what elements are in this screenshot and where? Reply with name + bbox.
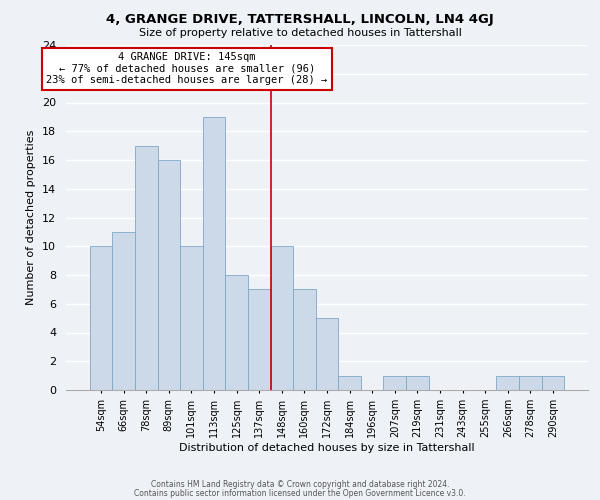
Bar (406, 376, 428, 390)
Bar (519, 376, 542, 390)
Bar (316, 318, 338, 390)
Y-axis label: Number of detached properties: Number of detached properties (26, 130, 37, 305)
Bar (203, 117, 226, 390)
Bar (180, 246, 203, 390)
Bar (158, 160, 180, 390)
Text: Contains public sector information licensed under the Open Government Licence v3: Contains public sector information licen… (134, 489, 466, 498)
X-axis label: Distribution of detached houses by size in Tattershall: Distribution of detached houses by size … (179, 442, 475, 452)
Text: 4 GRANGE DRIVE: 145sqm
← 77% of detached houses are smaller (96)
23% of semi-det: 4 GRANGE DRIVE: 145sqm ← 77% of detached… (46, 52, 328, 86)
Bar (226, 275, 248, 390)
Text: Contains HM Land Registry data © Crown copyright and database right 2024.: Contains HM Land Registry data © Crown c… (151, 480, 449, 489)
Bar (90, 246, 112, 390)
Bar (248, 290, 271, 390)
Bar (496, 376, 519, 390)
Bar (383, 376, 406, 390)
Text: Size of property relative to detached houses in Tattershall: Size of property relative to detached ho… (139, 28, 461, 38)
Bar (293, 290, 316, 390)
Text: 4, GRANGE DRIVE, TATTERSHALL, LINCOLN, LN4 4GJ: 4, GRANGE DRIVE, TATTERSHALL, LINCOLN, L… (106, 12, 494, 26)
Bar (135, 146, 158, 390)
Bar (338, 376, 361, 390)
Bar (112, 232, 135, 390)
Bar (271, 246, 293, 390)
Bar (542, 376, 564, 390)
